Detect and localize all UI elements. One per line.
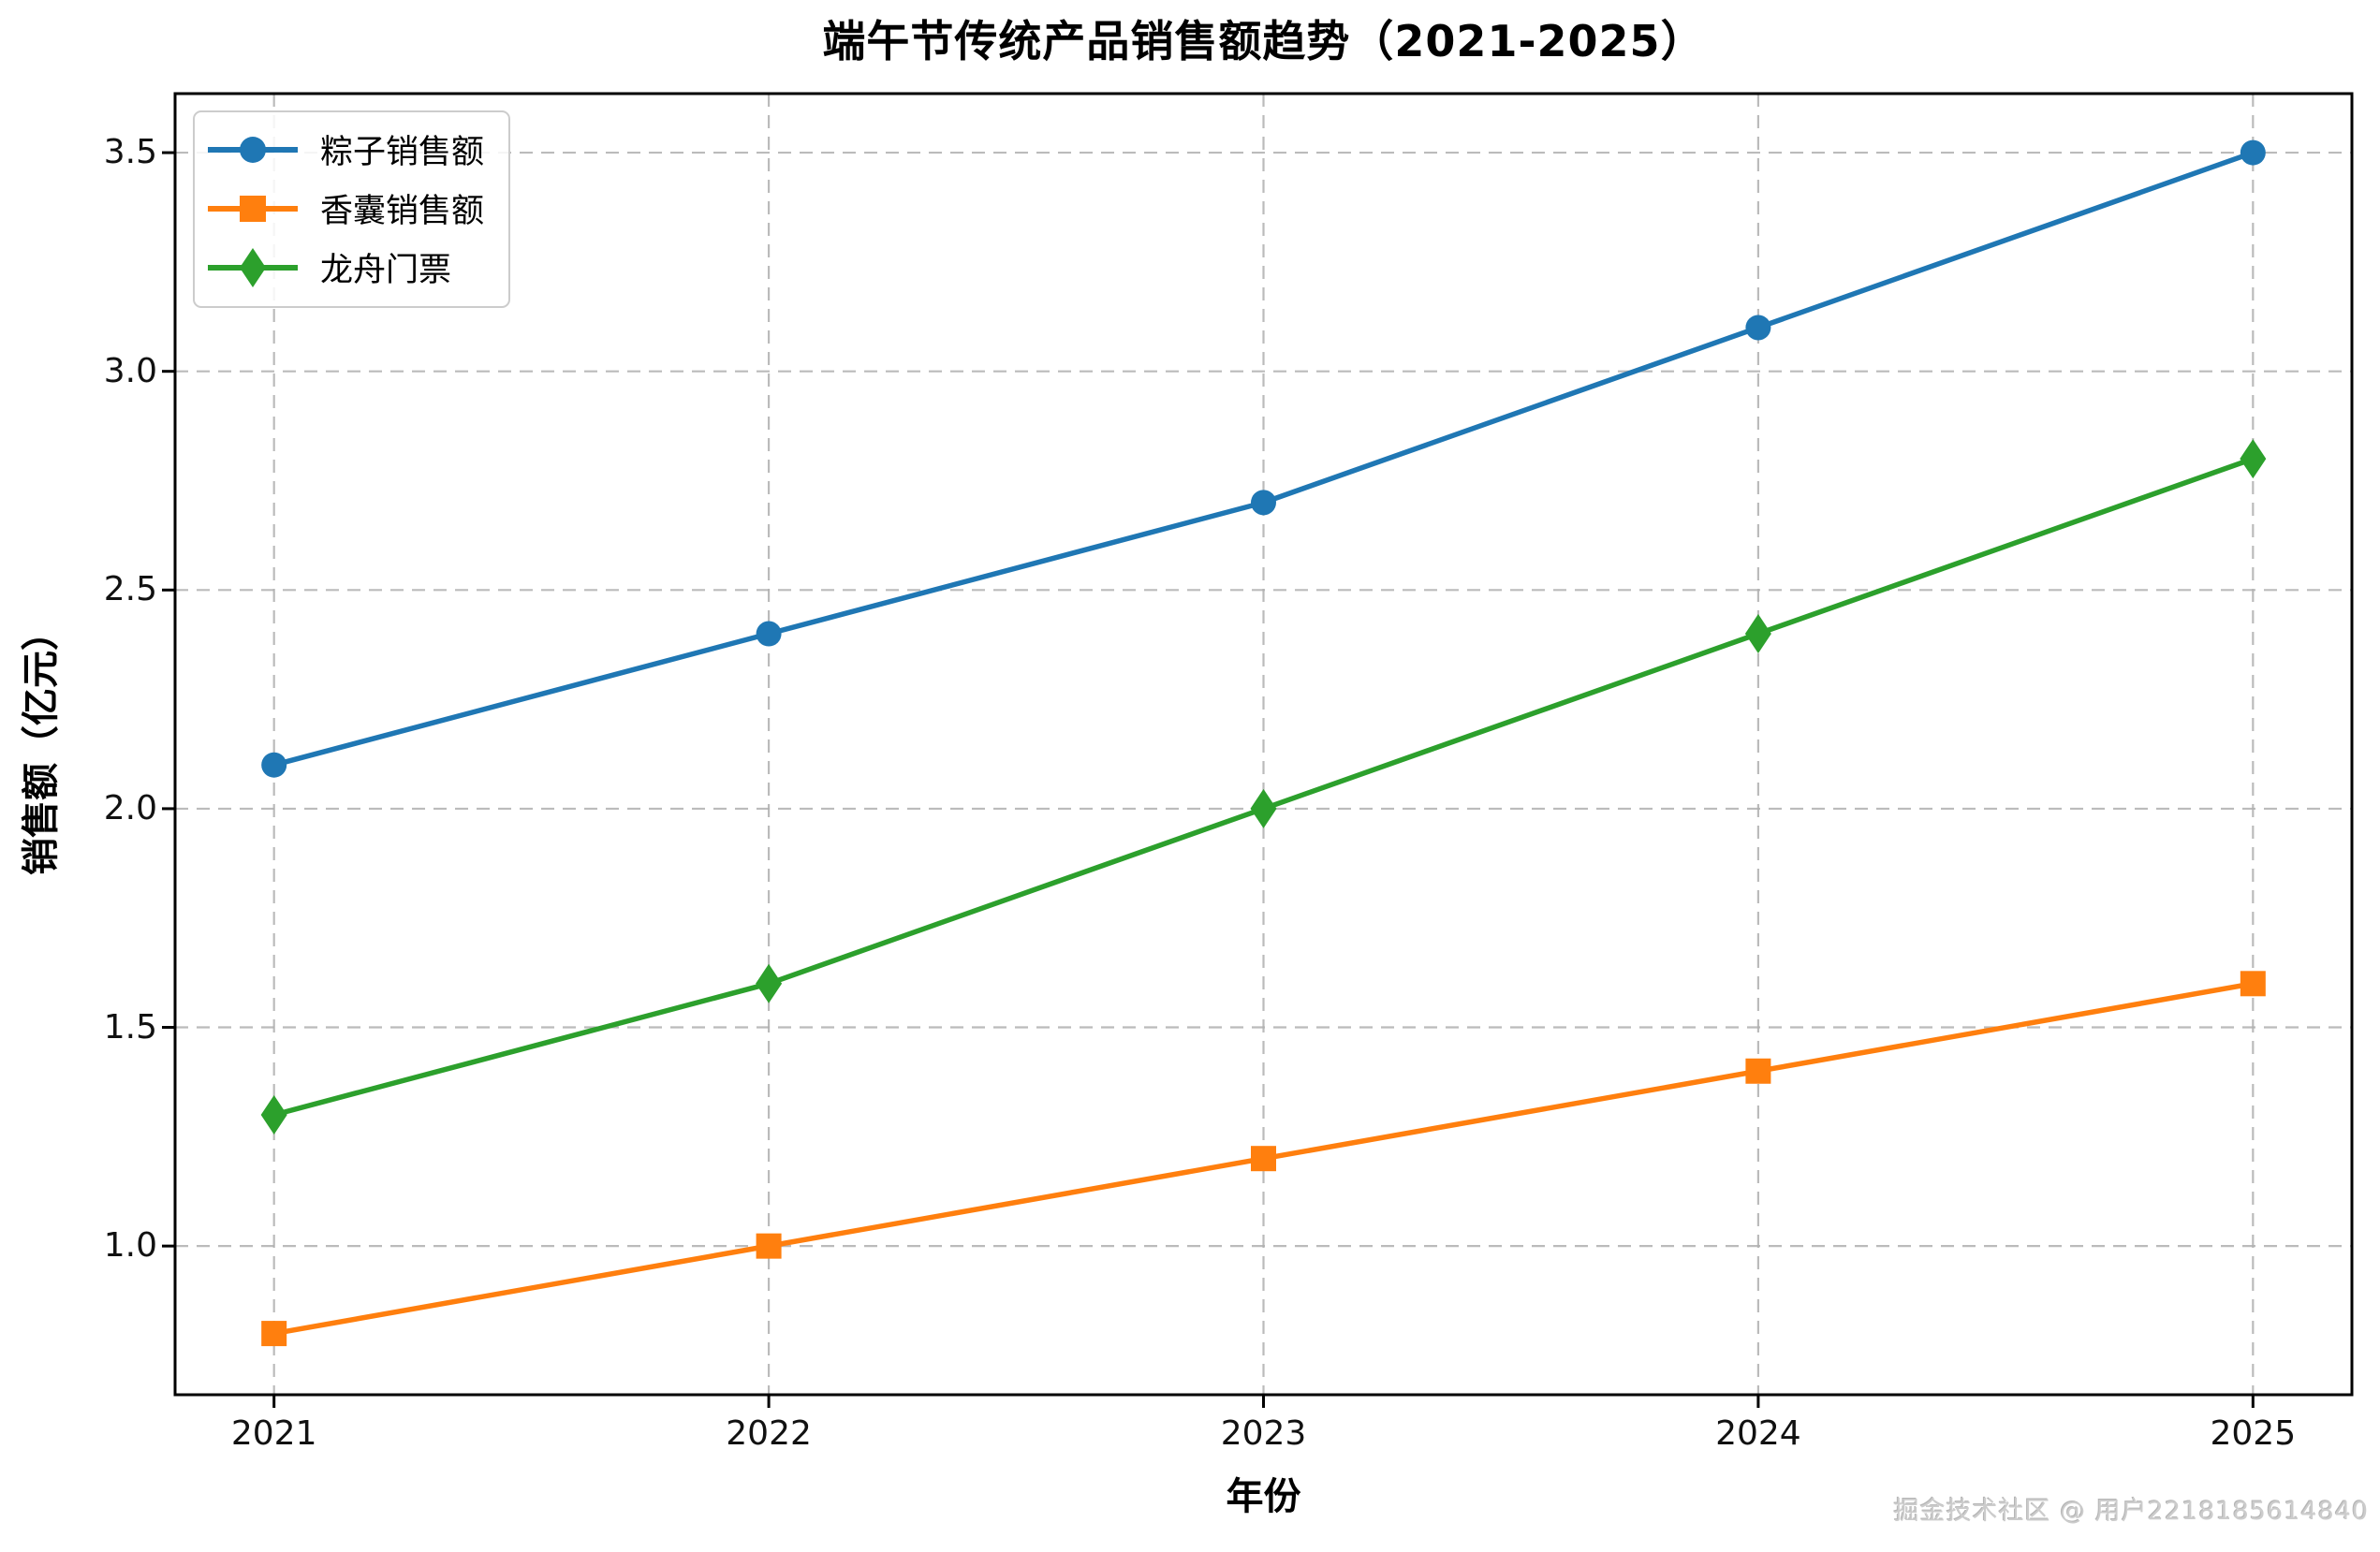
y-tick-label: 1.5 — [103, 1007, 157, 1047]
data-point — [2240, 439, 2267, 479]
x-tick-label: 2025 — [2210, 1414, 2297, 1453]
x-tick-label: 2021 — [230, 1414, 317, 1453]
legend-item: 龙舟门票 — [208, 238, 484, 297]
x-axis-label: 年份 — [1226, 1475, 1301, 1518]
legend-label: 香囊销售额 — [320, 193, 485, 230]
y-tick-label: 1.0 — [103, 1226, 157, 1266]
data-point — [1744, 614, 1771, 654]
chart-title: 端午节传统产品销售额趋势（2021-2025） — [822, 16, 1705, 66]
data-point — [756, 621, 782, 647]
data-point — [1250, 788, 1277, 828]
data-point — [1251, 1146, 1276, 1172]
square-legend-swatch-icon — [208, 195, 298, 222]
data-point — [756, 1233, 782, 1259]
legend-label: 粽子销售额 — [320, 134, 485, 171]
data-point — [2240, 971, 2266, 997]
x-tick-label: 2022 — [726, 1414, 812, 1453]
legend-item: 香囊销售额 — [208, 179, 484, 238]
legend: 粽子销售额香囊销售额龙舟门票 — [193, 110, 511, 308]
data-point — [1745, 1058, 1771, 1084]
watermark: 掘金技术社区 @ 用户2218185614840 — [1893, 1497, 2369, 1526]
y-tick-label: 2.5 — [103, 570, 157, 609]
x-tick-label: 2024 — [1715, 1414, 1801, 1453]
data-point — [261, 752, 287, 778]
data-point — [1251, 490, 1276, 516]
y-tick-label: 3.0 — [103, 351, 157, 390]
circle-legend-swatch-icon — [208, 136, 298, 163]
y-tick-label: 3.5 — [103, 133, 157, 172]
legend-label: 龙舟门票 — [320, 252, 452, 289]
data-point — [2240, 139, 2266, 166]
data-point — [260, 1094, 287, 1135]
data-point — [261, 1321, 287, 1347]
data-point — [1745, 315, 1771, 341]
diamond-legend-swatch-icon — [208, 247, 298, 287]
x-tick-label: 2023 — [1220, 1414, 1307, 1453]
data-point — [756, 963, 783, 1003]
legend-item: 粽子销售额 — [208, 120, 484, 179]
y-tick-label: 2.0 — [103, 788, 157, 827]
